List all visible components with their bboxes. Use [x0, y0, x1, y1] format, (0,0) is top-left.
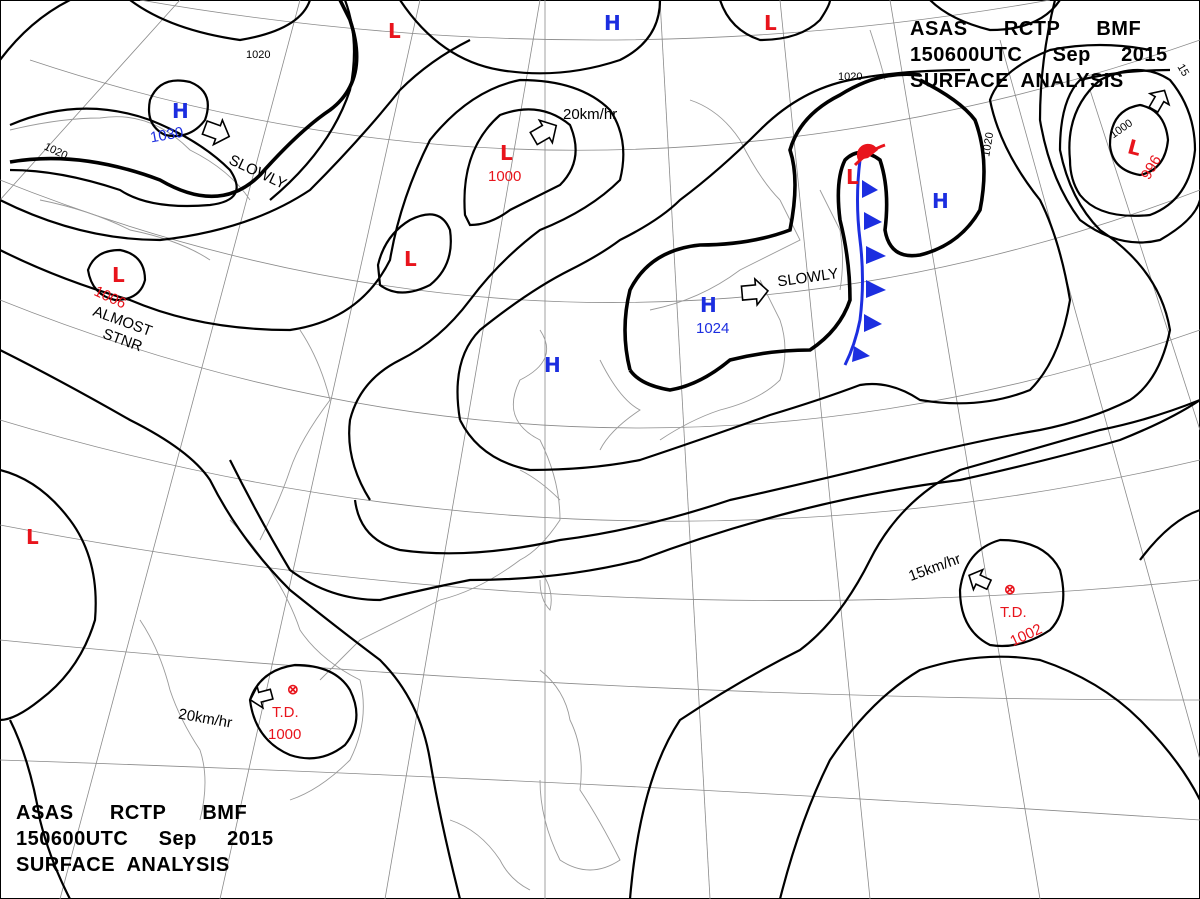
high-symbol: H	[172, 99, 189, 123]
footer-code: BMF	[202, 802, 248, 824]
speed-label: 20km/hr	[563, 106, 617, 123]
high-symbol: H	[604, 11, 621, 35]
speed-label: 20km/hr	[177, 706, 233, 732]
low-value: 1000	[488, 168, 521, 185]
footer-line-3: SURFACE ANALYSIS	[16, 854, 230, 876]
header-time: 150600UTC	[910, 44, 1023, 66]
isobar-label: 1020	[980, 131, 996, 157]
low-symbol: L	[764, 11, 777, 35]
footer-year: 2015	[227, 828, 274, 850]
footer-line-2: 150600UTC Sep 2015	[16, 826, 274, 852]
header-center: RCTP	[1003, 18, 1061, 40]
low-symbol: L	[846, 165, 859, 189]
header-agency: ASAS	[910, 18, 968, 40]
header-month: Sep	[1052, 44, 1091, 66]
high-symbol: H	[544, 353, 561, 377]
td-type: T.D.	[272, 704, 299, 721]
footer-time: 150600UTC	[16, 828, 129, 850]
front	[843, 143, 886, 366]
low-symbol: L	[388, 19, 401, 43]
header-line-2: 150600UTC Sep 2015	[910, 42, 1168, 68]
isobar-label: 1020	[246, 49, 270, 61]
high-value: 1030	[149, 124, 185, 147]
td-value: 1002	[1007, 621, 1044, 651]
footer-agency: ASAS	[16, 802, 74, 824]
low-symbol: L	[112, 263, 125, 287]
td-type: T.D.	[1000, 604, 1027, 621]
motion-label: SLOWLY	[776, 265, 839, 290]
footer-line-1: ASAS RCTP BMF	[16, 800, 274, 826]
speed-label: 15km/hr	[906, 550, 963, 585]
tropical-depression-symbol: ⊗	[287, 681, 299, 697]
low-symbol: L	[26, 525, 39, 549]
footer-month: Sep	[158, 828, 197, 850]
header-code: BMF	[1096, 18, 1142, 40]
coastlines	[9, 29, 886, 891]
td-value: 1000	[268, 726, 301, 743]
isobar-value-labels: 1020 1020 1020 1020 1000 15	[42, 49, 1191, 162]
footer-center: RCTP	[109, 802, 167, 824]
header-title-block: ASAS RCTP BMF 150600UTC Sep 2015 SURFACE…	[910, 16, 1168, 94]
high-symbol: H	[700, 293, 717, 317]
high-symbol: H	[932, 189, 949, 213]
header-line-1: ASAS RCTP BMF	[910, 16, 1168, 42]
footer-title-block: ASAS RCTP BMF 150600UTC Sep 2015 SURFACE…	[16, 800, 274, 878]
header-line-3: SURFACE ANALYSIS	[910, 70, 1124, 92]
pressure-labels: H 1030 SLOWLY H L L L 1000 20km/hr L L 1…	[26, 11, 1165, 743]
high-value: 1024	[696, 320, 729, 337]
header-year: 2015	[1121, 44, 1168, 66]
isobar-label: 1020	[838, 71, 862, 83]
isobar-label: 15	[1175, 62, 1192, 79]
low-symbol: L	[404, 247, 417, 271]
motion-arrows	[201, 89, 1171, 710]
low-symbol: L	[1125, 134, 1144, 161]
low-value: 996	[1138, 152, 1165, 182]
tropical-depression-symbol: ⊗	[1004, 581, 1016, 597]
low-symbol: L	[500, 141, 513, 165]
